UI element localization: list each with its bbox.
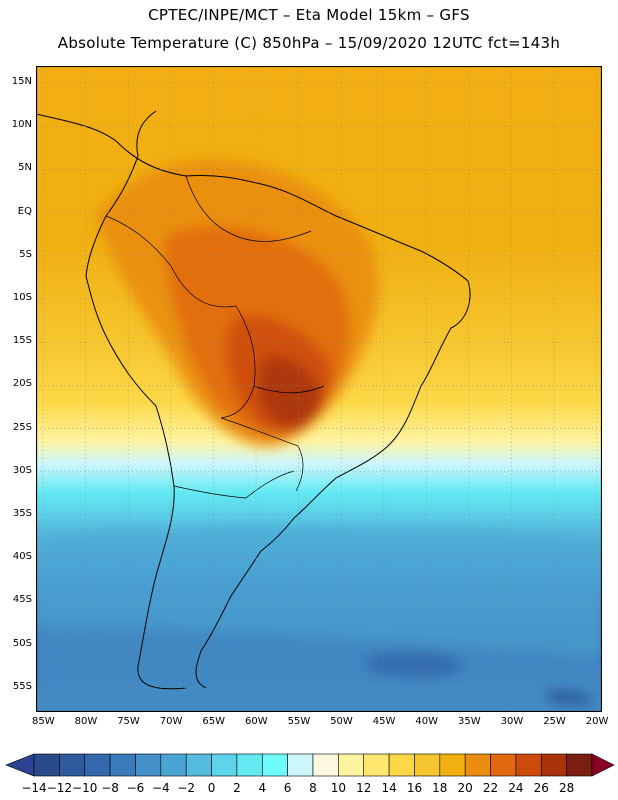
colorbar-swatch [135, 753, 162, 777]
longitude-label: 40W [415, 716, 439, 727]
longitude-label: 65W [202, 716, 226, 727]
colorbar-swatch [109, 753, 136, 777]
colorbar-tick-label: 20 [457, 781, 473, 795]
colorbar-swatch [363, 753, 390, 777]
longitude-label: 75W [117, 716, 140, 727]
longitude-label: 20W [585, 716, 609, 727]
temperature-field-shading [36, 160, 602, 712]
colorbar-swatch [566, 753, 593, 777]
colorbar-tick-label: 18 [432, 781, 448, 795]
colorbar-swatch [490, 753, 517, 777]
colorbar-swatch [515, 753, 542, 777]
longitude-label: 45W [372, 716, 396, 727]
colorbar-tick-label: 8 [309, 781, 317, 795]
latitude-label: 15S [12, 335, 32, 347]
longitude-label: 35W [458, 716, 481, 727]
colorbar-tick-label: 2 [233, 781, 241, 795]
colorbar-tick-label: −12 [46, 781, 73, 795]
longitude-label: 60W [245, 716, 268, 727]
latitude-label: 30S [12, 464, 32, 476]
map-subtitle: Absolute Temperature (C) 850hPa – 15/09/… [57, 34, 561, 52]
colorbar-tick-label: 10 [330, 781, 346, 795]
colorbar-swatch [33, 753, 60, 777]
temperature-map [36, 66, 602, 712]
colorbar-swatch [185, 753, 212, 777]
colorbar-tick-label: 0 [207, 781, 216, 795]
latitude-label: 5N [18, 162, 32, 174]
longitude-label: 70W [159, 716, 183, 727]
latitude-label: 10N [11, 119, 32, 131]
colorbar-tick-label: −10 [72, 781, 98, 795]
latitude-label: 40S [12, 551, 32, 563]
colorbar-tick-label: 26 [533, 781, 549, 795]
colorbar [5, 753, 615, 777]
colorbar-tick-label: 16 [406, 781, 423, 795]
colorbar-swatch [464, 753, 491, 777]
latitude-label: 25S [12, 421, 32, 433]
colorbar-swatch [414, 753, 441, 777]
colorbar-underflow-triangle [5, 753, 35, 777]
colorbar-swatch [312, 753, 339, 777]
colorbar-swatch [59, 753, 86, 777]
colorbar-swatch [540, 753, 567, 777]
longitude-label: 25W [543, 716, 566, 727]
longitude-label: 80W [74, 716, 98, 727]
colorbar-swatch [211, 753, 238, 777]
latitude-label: EQ [17, 205, 32, 217]
longitude-label: 85W [32, 716, 55, 727]
latitude-label: 55S [12, 680, 32, 692]
colorbar-tick-label: −14 [21, 781, 47, 795]
colorbar-tick-label: −8 [101, 781, 119, 795]
colorbar-swatch [388, 753, 415, 777]
latitude-label: 35S [12, 508, 32, 519]
colorbar-tick-label: 6 [283, 781, 292, 795]
latitude-label: 45S [12, 594, 32, 606]
map-title: CPTEC/INPE/MCT – Eta Model 15km – GFS [148, 6, 470, 24]
colorbar-tick-label: −4 [151, 781, 170, 795]
longitude-label: 30W [500, 716, 524, 727]
colorbar-tick-label: 14 [381, 781, 397, 795]
colorbar-swatch [439, 753, 466, 777]
colorbar-swatch [287, 753, 314, 777]
longitude-label: 50W [330, 716, 353, 727]
map-canvas [36, 66, 602, 712]
colorbar-tick-label: −6 [126, 781, 145, 795]
latitude-label: 50S [12, 637, 32, 649]
colorbar-swatch [84, 753, 111, 777]
colorbar-swatch [236, 753, 263, 777]
map-frame [36, 66, 602, 712]
colorbar-swatch [261, 753, 288, 777]
latitude-label: 5S [19, 248, 32, 260]
colorbar-swatch [160, 753, 187, 777]
colorbar-tick-label: 4 [258, 781, 267, 795]
colorbar-overflow-triangle [591, 753, 615, 777]
colorbar-tick-label: 22 [482, 781, 499, 795]
colorbar-swatch [338, 753, 365, 777]
colorbar-tick-label: −2 [177, 781, 196, 795]
latitude-label: 15N [11, 76, 32, 87]
latitude-label: 10S [12, 292, 32, 303]
latitude-label: 20S [12, 378, 32, 390]
longitude-label: 55W [287, 716, 311, 727]
colorbar-tick-label: 28 [558, 781, 575, 795]
colorbar-tick-label: 12 [356, 781, 372, 795]
colorbar-tick-label: 24 [508, 781, 524, 795]
